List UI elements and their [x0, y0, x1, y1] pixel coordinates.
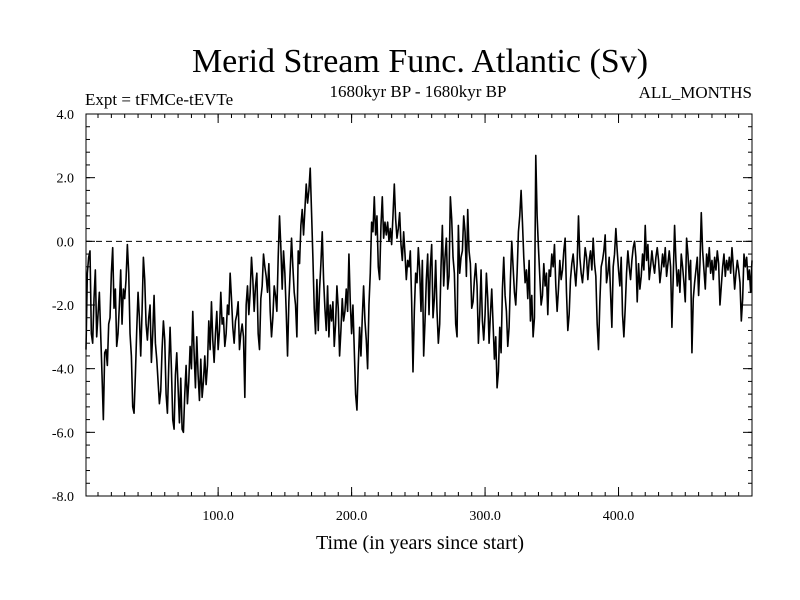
y-tick-label: -2.0: [52, 299, 74, 314]
y-tick-label: 0.0: [57, 235, 75, 250]
months-label: ALL_MONTHS: [639, 83, 752, 102]
y-tick-label: 2.0: [57, 172, 75, 187]
series-line: [85, 154, 753, 434]
y-tick-label: -6.0: [52, 426, 74, 441]
x-tick-label: 300.0: [469, 509, 501, 524]
plot-area: 100.0 200.0 300.0 400.0 4.0 2.0 0.0 -2.0 -4.0 -6.…: [52, 108, 753, 524]
y-tick-label: -8.0: [52, 490, 74, 505]
x-tick-label: 400.0: [603, 509, 635, 524]
x-tick-label: 200.0: [336, 509, 368, 524]
experiment-label: Expt = tFMCe-tEVTe: [85, 90, 233, 109]
chart-title: Merid Stream Func. Atlantic (Sv): [192, 43, 648, 80]
y-tick-label: 4.0: [57, 108, 75, 123]
period-label: 1680kyr BP - 1680kyr BP: [330, 82, 507, 101]
x-axis-label: Time (in years since start): [316, 532, 524, 554]
y-tick-label: -4.0: [52, 363, 74, 378]
x-tick-label: 100.0: [202, 509, 234, 524]
